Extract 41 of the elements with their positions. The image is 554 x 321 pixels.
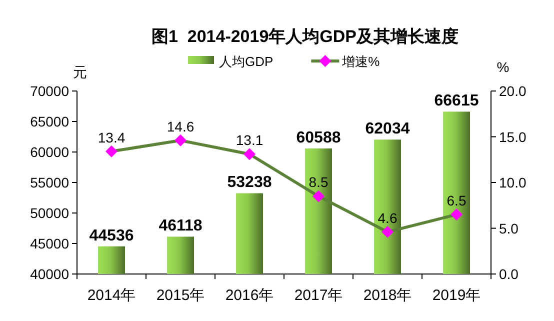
y-axis-title: 元 xyxy=(73,64,87,80)
y-tick-label: 40000 xyxy=(30,266,70,282)
y2-axis-title: % xyxy=(496,59,510,75)
data-label: 44536 xyxy=(89,227,134,244)
y-tick-label: 50000 xyxy=(30,205,70,221)
point xyxy=(312,190,324,202)
data-label: 13.4 xyxy=(98,129,126,146)
y-tick-label: 45000 xyxy=(30,236,70,252)
x-tick-label: 2019年 xyxy=(432,287,481,304)
legend-label: 人均GDP xyxy=(219,54,274,69)
data-label: 60588 xyxy=(296,129,341,146)
y-tick-label: 55000 xyxy=(30,174,70,190)
x-tick-label: 2016年 xyxy=(225,287,274,304)
y2-tick-label: 10.0 xyxy=(499,174,526,190)
data-label: 6.5 xyxy=(446,192,466,209)
y2-tick-label: 20.0 xyxy=(499,83,526,99)
x-tick-label: 2017年 xyxy=(294,287,343,304)
data-label: 46118 xyxy=(158,218,202,235)
y-tick-label: 70000 xyxy=(30,83,70,99)
y-tick-label: 65000 xyxy=(30,114,70,130)
y2-tick-label: 15.0 xyxy=(499,128,526,145)
x-tick-label: 2015年 xyxy=(156,287,205,304)
y-tick-label: 60000 xyxy=(30,144,70,160)
data-label: 66615 xyxy=(434,92,479,110)
data-label: 62034 xyxy=(365,120,410,138)
point xyxy=(382,226,394,238)
legend-label: 增速% xyxy=(341,54,380,69)
chart-title: 图1 2014-2019年人均GDP及其增长速度 xyxy=(151,27,459,46)
point xyxy=(450,208,462,221)
data-label: 13.1 xyxy=(236,132,264,148)
y2-tick-label: 0.0 xyxy=(499,266,519,282)
x-tick-label: 2018年 xyxy=(363,287,412,304)
data-label: 14.6 xyxy=(166,118,194,134)
x-tick-label: 2014年 xyxy=(87,287,136,304)
data-label: 8.5 xyxy=(308,174,328,190)
point xyxy=(174,134,186,146)
data-label: 4.6 xyxy=(378,210,398,226)
point xyxy=(106,145,118,158)
y2-tick-label: 5.0 xyxy=(499,220,519,236)
point xyxy=(244,148,256,160)
data-label: 53238 xyxy=(227,174,272,192)
